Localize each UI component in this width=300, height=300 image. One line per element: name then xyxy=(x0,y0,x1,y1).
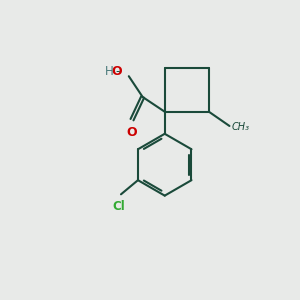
Text: CH₃: CH₃ xyxy=(232,122,250,132)
Text: Cl: Cl xyxy=(112,200,125,213)
Text: H: H xyxy=(105,65,113,78)
Text: O: O xyxy=(112,65,122,78)
Text: O: O xyxy=(127,126,137,139)
Text: -: - xyxy=(116,65,120,78)
